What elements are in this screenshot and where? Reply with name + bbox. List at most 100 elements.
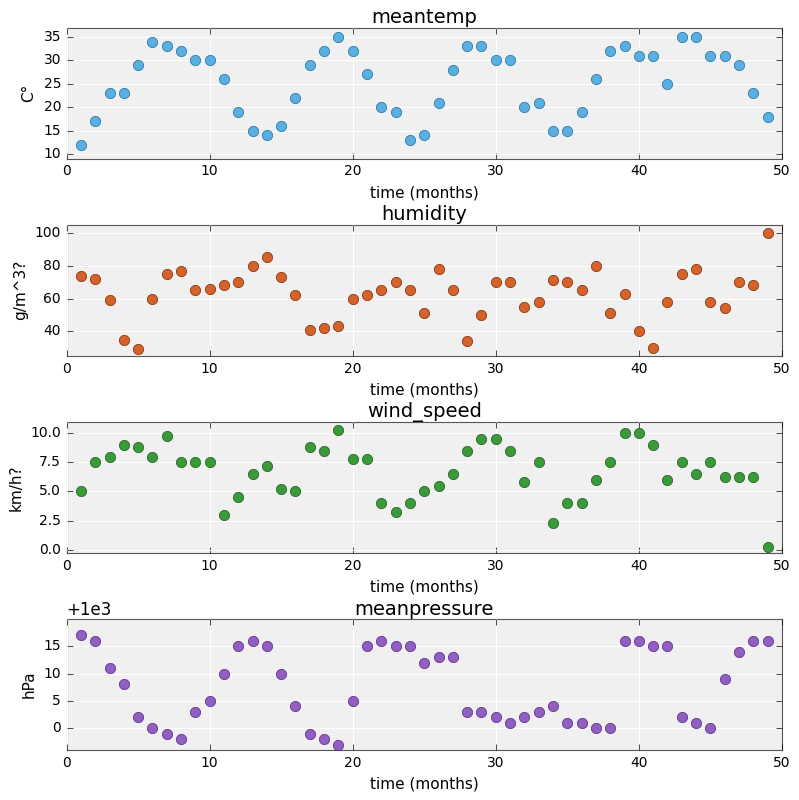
Point: [761, 226, 774, 239]
Point: [175, 45, 188, 58]
Point: [117, 333, 130, 346]
Point: [675, 456, 688, 469]
Point: [318, 733, 331, 746]
Point: [375, 284, 388, 297]
Point: [475, 309, 488, 322]
Point: [360, 289, 373, 302]
Point: [590, 474, 602, 486]
Point: [490, 54, 503, 66]
Point: [690, 468, 702, 481]
Point: [447, 468, 459, 481]
Point: [260, 129, 273, 142]
Point: [633, 427, 646, 440]
Point: [503, 276, 516, 289]
Point: [74, 138, 87, 151]
X-axis label: time (months): time (months): [370, 777, 479, 792]
Point: [289, 485, 302, 498]
Point: [74, 269, 87, 282]
Point: [518, 476, 531, 489]
Point: [360, 640, 373, 653]
Point: [432, 262, 445, 275]
Point: [461, 335, 474, 348]
Point: [432, 650, 445, 663]
Point: [375, 101, 388, 114]
Point: [633, 50, 646, 62]
Point: [532, 456, 545, 469]
Point: [260, 640, 273, 653]
Point: [103, 662, 116, 674]
Point: [604, 307, 617, 320]
Point: [203, 456, 216, 469]
Point: [490, 276, 503, 289]
Point: [161, 267, 173, 280]
Point: [304, 441, 316, 454]
Point: [490, 433, 503, 446]
Y-axis label: hPa: hPa: [22, 670, 37, 698]
Point: [161, 40, 173, 53]
Y-axis label: C°: C°: [22, 84, 37, 102]
Point: [618, 634, 631, 647]
Point: [217, 667, 230, 680]
Point: [246, 259, 259, 272]
Point: [503, 444, 516, 457]
Point: [575, 716, 588, 729]
Point: [232, 106, 244, 118]
Point: [89, 634, 101, 647]
Point: [718, 50, 731, 62]
Point: [89, 272, 101, 285]
Point: [304, 727, 316, 740]
Point: [103, 294, 116, 306]
Point: [389, 276, 402, 289]
Point: [418, 485, 431, 498]
Point: [718, 471, 731, 484]
Point: [189, 706, 201, 718]
Point: [89, 115, 101, 128]
Point: [561, 497, 574, 510]
Point: [146, 450, 159, 463]
Point: [704, 50, 717, 62]
Point: [503, 54, 516, 66]
Point: [375, 634, 388, 647]
Point: [604, 45, 617, 58]
Point: [733, 58, 745, 71]
Point: [117, 87, 130, 100]
Point: [260, 459, 273, 472]
Point: [289, 91, 302, 104]
Point: [117, 678, 130, 691]
Point: [146, 35, 159, 48]
Point: [575, 106, 588, 118]
Point: [332, 320, 345, 333]
Point: [403, 640, 416, 653]
Point: [432, 479, 445, 492]
Y-axis label: km/h?: km/h?: [8, 464, 23, 510]
Point: [561, 124, 574, 137]
Point: [175, 733, 188, 746]
Point: [690, 716, 702, 729]
Point: [618, 40, 631, 53]
Point: [661, 474, 674, 486]
Point: [275, 120, 288, 133]
Point: [733, 471, 745, 484]
Point: [575, 497, 588, 510]
Point: [590, 73, 602, 86]
Point: [490, 711, 503, 724]
Point: [547, 124, 559, 137]
Point: [633, 634, 646, 647]
Point: [318, 444, 331, 457]
Point: [346, 453, 359, 466]
Point: [418, 129, 431, 142]
Point: [432, 96, 445, 109]
Point: [747, 634, 760, 647]
Point: [590, 259, 602, 272]
Y-axis label: g/m^3?: g/m^3?: [13, 260, 28, 321]
Point: [661, 78, 674, 90]
Point: [275, 482, 288, 495]
Point: [217, 73, 230, 86]
Point: [346, 45, 359, 58]
Point: [475, 40, 488, 53]
Point: [318, 322, 331, 334]
Point: [447, 284, 459, 297]
Point: [132, 58, 145, 71]
Point: [447, 63, 459, 76]
Point: [74, 629, 87, 642]
